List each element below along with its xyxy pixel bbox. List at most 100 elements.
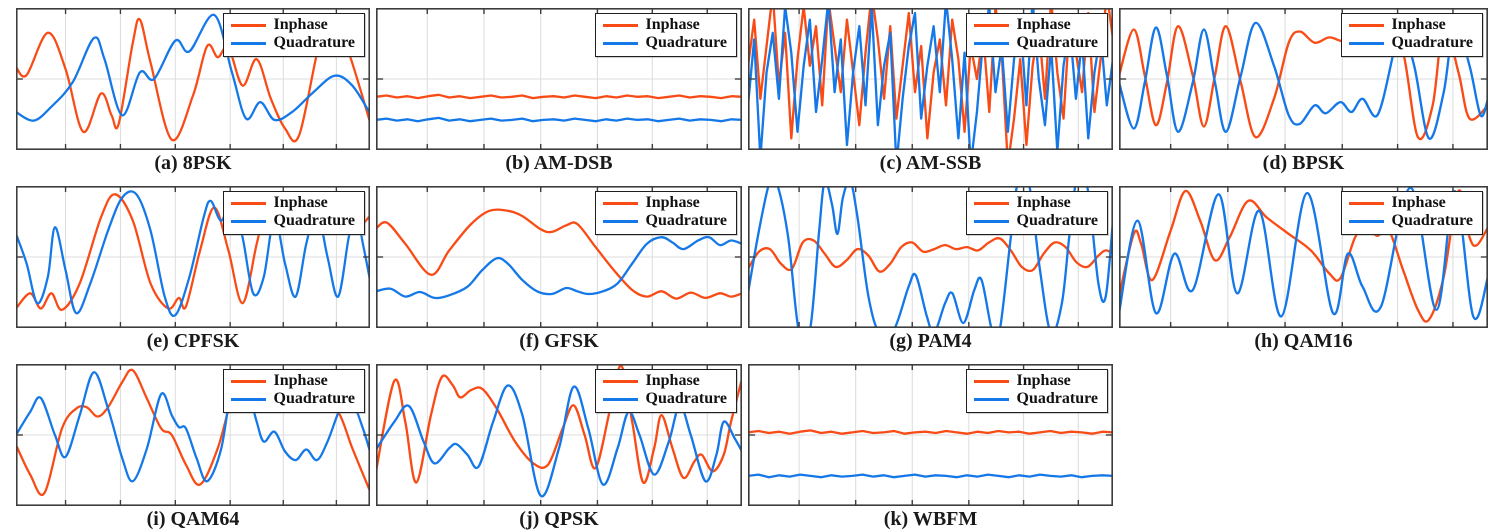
- waveform-quadrature-line: [16, 13, 370, 122]
- panel-wbfm: Inphase Quadrature (k) WBFM: [748, 364, 1113, 531]
- caption-qam64: (i) QAM64: [146, 508, 240, 530]
- legend-label-inphase: Inphase: [645, 16, 700, 33]
- legend-label-quadrature: Quadrature: [273, 212, 355, 229]
- quadrature-line-swatch-icon: [1348, 41, 1384, 45]
- caption-am-ssb: (c) AM-SSB: [879, 152, 982, 174]
- legend-row-quadrature: Quadrature: [973, 212, 1098, 230]
- waveform-quadrature-line: [1119, 186, 1488, 321]
- legend-label-inphase: Inphase: [1391, 194, 1446, 211]
- legend-label-quadrature: Quadrature: [273, 34, 355, 51]
- waveform-inphase-line: [376, 364, 742, 484]
- inphase-line-swatch-icon: [973, 23, 1009, 27]
- waveform-quadrature-line: [376, 384, 742, 498]
- legend-label-quadrature: Quadrature: [1016, 390, 1098, 407]
- inphase-line-swatch-icon: [1348, 201, 1384, 205]
- quadrature-line-swatch-icon: [230, 41, 266, 45]
- inphase-line-swatch-icon: [230, 23, 266, 27]
- subplot-grid: Inphase Quadrature (a) 8PSK Inphase Quadratu…: [16, 8, 1498, 531]
- legend-gfsk: Inphase Quadrature: [594, 191, 737, 235]
- legend-row-inphase: Inphase: [1348, 194, 1473, 212]
- caption-bpsk: (d) BPSK: [1262, 152, 1345, 174]
- legend-label-inphase: Inphase: [273, 194, 328, 211]
- legend-label-quadrature: Quadrature: [645, 212, 727, 229]
- quadrature-line-swatch-icon: [230, 219, 266, 223]
- plot-wbfm: [748, 364, 1113, 506]
- legend-qpsk: Inphase Quadrature: [594, 369, 737, 413]
- legend-bpsk: Inphase Quadrature: [1340, 13, 1483, 57]
- plot-area-cpfsk: Inphase Quadrature: [16, 186, 370, 328]
- plot-gfsk: [376, 186, 742, 328]
- legend-row-inphase: Inphase: [973, 16, 1098, 34]
- inphase-line-swatch-icon: [973, 379, 1009, 383]
- legend-row-inphase: Inphase: [602, 194, 727, 212]
- caption-wbfm: (k) WBFM: [883, 508, 978, 530]
- legend-label-inphase: Inphase: [1016, 16, 1071, 33]
- waveform-quadrature-line: [376, 235, 742, 300]
- legend-am-ssb: Inphase Quadrature: [965, 13, 1108, 57]
- caption-8psk: (a) 8PSK: [154, 152, 232, 174]
- panel-qam16: Inphase Quadrature (h) QAM16: [1119, 186, 1488, 353]
- legend-label-inphase: Inphase: [1016, 194, 1071, 211]
- waveform-quadrature-line: [16, 369, 370, 483]
- plot-area-8psk: Inphase Quadrature: [16, 8, 370, 150]
- legend-label-inphase: Inphase: [273, 16, 328, 33]
- inphase-line-swatch-icon: [602, 23, 638, 27]
- caption-cpfsk: (e) CPFSK: [146, 330, 240, 352]
- legend-row-inphase: Inphase: [973, 372, 1098, 390]
- quadrature-line-swatch-icon: [602, 397, 638, 401]
- plot-area-bpsk: Inphase Quadrature: [1119, 8, 1488, 150]
- inphase-line-swatch-icon: [602, 379, 638, 383]
- caption-pam4: (g) PAM4: [889, 330, 972, 352]
- legend-row-inphase: Inphase: [1348, 16, 1473, 34]
- inphase-line-swatch-icon: [973, 201, 1009, 205]
- legend-cpfsk: Inphase Quadrature: [222, 191, 365, 235]
- legend-label-inphase: Inphase: [1391, 16, 1446, 33]
- caption-qpsk: (j) QPSK: [519, 508, 599, 530]
- panel-gfsk: Inphase Quadrature (f) GFSK: [376, 186, 742, 353]
- inphase-line-swatch-icon: [230, 201, 266, 205]
- waveform-inphase-line: [748, 8, 1113, 150]
- legend-label-quadrature: Quadrature: [1391, 212, 1473, 229]
- quadrature-line-swatch-icon: [602, 41, 638, 45]
- legend-wbfm: Inphase Quadrature: [965, 369, 1108, 413]
- legend-qam64: Inphase Quadrature: [222, 369, 365, 413]
- legend-row-quadrature: Quadrature: [602, 34, 727, 52]
- waveform-inphase-line: [748, 429, 1113, 435]
- panel-pam4: Inphase Quadrature (g) PAM4: [748, 186, 1113, 353]
- waveform-inphase-line: [376, 93, 742, 100]
- plot-area-am-dsb: Inphase Quadrature: [376, 8, 742, 150]
- caption-am-dsb: (b) AM-DSB: [505, 152, 613, 174]
- waveform-inphase-line: [1119, 24, 1488, 141]
- legend-row-quadrature: Quadrature: [230, 212, 355, 230]
- legend-row-inphase: Inphase: [230, 16, 355, 34]
- plot-area-qam64: Inphase Quadrature: [16, 364, 370, 506]
- legend-label-quadrature: Quadrature: [645, 390, 727, 407]
- legend-row-inphase: Inphase: [602, 16, 727, 34]
- legend-8psk: Inphase Quadrature: [222, 13, 365, 57]
- plot-area-pam4: Inphase Quadrature: [748, 186, 1113, 328]
- waveform-quadrature-line: [16, 190, 370, 317]
- legend-row-inphase: Inphase: [973, 194, 1098, 212]
- panel-am-dsb: Inphase Quadrature (b) AM-DSB: [376, 8, 742, 175]
- quadrature-line-swatch-icon: [973, 219, 1009, 223]
- caption-gfsk: (f) GFSK: [519, 330, 599, 352]
- legend-row-quadrature: Quadrature: [230, 390, 355, 408]
- panel-qam64: Inphase Quadrature (i) QAM64: [16, 364, 370, 531]
- caption-qam16: (h) QAM16: [1254, 330, 1353, 352]
- legend-row-inphase: Inphase: [230, 372, 355, 390]
- waveform-quadrature-line: [748, 186, 1113, 328]
- legend-am-dsb: Inphase Quadrature: [594, 13, 737, 57]
- legend-label-inphase: Inphase: [1016, 372, 1071, 389]
- quadrature-line-swatch-icon: [602, 219, 638, 223]
- waveform-quadrature-line: [1119, 18, 1488, 140]
- plot-qam16: [1119, 186, 1488, 328]
- plot-area-gfsk: Inphase Quadrature: [376, 186, 742, 328]
- legend-label-quadrature: Quadrature: [1016, 212, 1098, 229]
- waveform-inphase-line: [748, 237, 1113, 273]
- plot-area-am-ssb: Inphase Quadrature: [748, 8, 1113, 150]
- inphase-line-swatch-icon: [1348, 23, 1384, 27]
- panel-8psk: Inphase Quadrature (a) 8PSK: [16, 8, 370, 175]
- quadrature-line-swatch-icon: [973, 397, 1009, 401]
- legend-row-quadrature: Quadrature: [973, 390, 1098, 408]
- legend-row-quadrature: Quadrature: [973, 34, 1098, 52]
